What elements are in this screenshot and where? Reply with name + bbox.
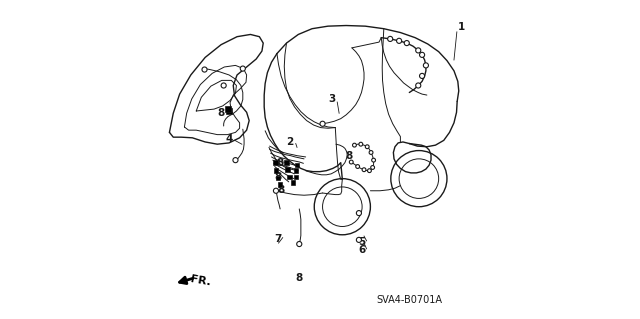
FancyBboxPatch shape bbox=[273, 160, 278, 165]
Text: 8: 8 bbox=[278, 185, 285, 195]
Text: 5: 5 bbox=[358, 237, 365, 248]
Circle shape bbox=[423, 63, 428, 68]
FancyBboxPatch shape bbox=[225, 106, 231, 112]
Text: 8: 8 bbox=[276, 158, 284, 168]
Circle shape bbox=[297, 241, 302, 247]
Text: 1: 1 bbox=[458, 22, 465, 32]
Circle shape bbox=[416, 83, 421, 88]
FancyBboxPatch shape bbox=[226, 108, 232, 114]
Circle shape bbox=[372, 158, 376, 162]
Text: FR.: FR. bbox=[189, 274, 211, 287]
Circle shape bbox=[353, 143, 356, 147]
FancyBboxPatch shape bbox=[285, 167, 290, 172]
Circle shape bbox=[273, 188, 278, 193]
FancyBboxPatch shape bbox=[287, 175, 292, 179]
Text: 2: 2 bbox=[286, 137, 294, 147]
Circle shape bbox=[240, 66, 245, 71]
Text: 8: 8 bbox=[275, 172, 282, 182]
Circle shape bbox=[349, 160, 353, 164]
FancyBboxPatch shape bbox=[276, 176, 280, 180]
Circle shape bbox=[404, 41, 410, 46]
Text: 3: 3 bbox=[328, 94, 335, 104]
Circle shape bbox=[202, 67, 207, 72]
FancyBboxPatch shape bbox=[278, 182, 282, 187]
Circle shape bbox=[356, 237, 362, 242]
Circle shape bbox=[388, 36, 393, 41]
Circle shape bbox=[365, 145, 369, 149]
Circle shape bbox=[369, 151, 373, 154]
Circle shape bbox=[371, 166, 374, 169]
Circle shape bbox=[362, 168, 366, 172]
Circle shape bbox=[420, 73, 424, 78]
Circle shape bbox=[233, 158, 238, 163]
Text: 6: 6 bbox=[358, 245, 365, 256]
Circle shape bbox=[356, 211, 362, 216]
Circle shape bbox=[397, 38, 402, 43]
FancyBboxPatch shape bbox=[294, 168, 298, 173]
Circle shape bbox=[367, 169, 371, 173]
Text: SVA4-B0701A: SVA4-B0701A bbox=[376, 295, 442, 305]
Text: 8: 8 bbox=[346, 151, 353, 161]
Text: 4: 4 bbox=[225, 134, 233, 144]
FancyBboxPatch shape bbox=[284, 160, 289, 165]
Text: 8: 8 bbox=[296, 272, 303, 283]
FancyBboxPatch shape bbox=[291, 180, 295, 185]
Circle shape bbox=[420, 52, 424, 57]
FancyBboxPatch shape bbox=[294, 175, 298, 179]
Circle shape bbox=[221, 83, 226, 88]
FancyBboxPatch shape bbox=[274, 168, 278, 173]
Circle shape bbox=[416, 48, 421, 53]
Circle shape bbox=[356, 165, 360, 168]
Text: 8: 8 bbox=[218, 108, 225, 118]
FancyBboxPatch shape bbox=[295, 163, 300, 167]
Circle shape bbox=[320, 121, 325, 126]
Text: 7: 7 bbox=[274, 234, 282, 244]
Circle shape bbox=[359, 142, 363, 146]
